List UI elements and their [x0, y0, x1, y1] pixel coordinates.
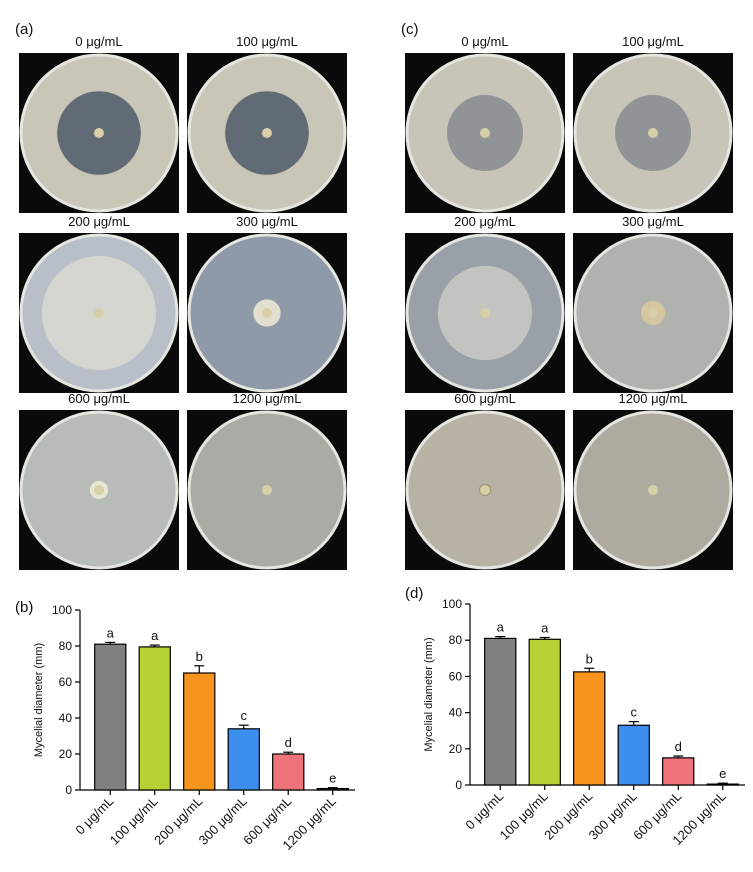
panel-label: (c) — [401, 21, 419, 38]
x-tick-label: 0 μg/mL — [72, 794, 116, 838]
plate-label: 0 μg/mL — [75, 34, 122, 49]
plate-label: 300 μg/mL — [236, 214, 298, 229]
y-tick-label: 40 — [59, 711, 73, 725]
significance-letter: e — [329, 771, 336, 786]
plug — [480, 485, 490, 495]
significance-letter: b — [586, 651, 593, 666]
plate-label: 300 μg/mL — [622, 214, 684, 229]
plate-label: 600 μg/mL — [454, 391, 516, 406]
plug — [262, 308, 272, 318]
plate-label: 200 μg/mL — [454, 214, 516, 229]
plate-label: 200 μg/mL — [68, 214, 130, 229]
y-tick-label: 80 — [59, 639, 73, 653]
plate-label: 100 μg/mL — [236, 34, 298, 49]
plate-label: 1200 μg/mL — [619, 391, 688, 406]
plug — [94, 308, 104, 318]
bar — [94, 643, 127, 791]
bar — [573, 671, 606, 786]
y-tick-label: 0 — [455, 778, 462, 792]
y-tick-label: 0 — [65, 783, 72, 797]
x-tick-label: 0 μg/mL — [462, 789, 506, 833]
y-tick-label: 100 — [442, 597, 462, 611]
bar — [183, 672, 216, 791]
y-tick-label: 60 — [449, 669, 463, 683]
plug — [648, 308, 658, 318]
panel-label: (d) — [405, 585, 423, 602]
significance-letter: a — [541, 620, 549, 635]
bar — [617, 724, 650, 786]
bar — [706, 783, 739, 786]
plug — [648, 128, 658, 138]
bar — [227, 728, 260, 791]
plug — [480, 128, 490, 138]
y-tick-label: 20 — [59, 747, 73, 761]
y-tick-label: 100 — [52, 603, 72, 617]
significance-letter: a — [107, 625, 115, 640]
bar — [272, 753, 305, 791]
significance-letter: a — [497, 620, 505, 635]
significance-letter: b — [196, 649, 203, 664]
y-tick-label: 80 — [449, 633, 463, 647]
plate-label: 1200 μg/mL — [233, 391, 302, 406]
y-tick-label: 60 — [59, 675, 73, 689]
plate-label: 100 μg/mL — [622, 34, 684, 49]
plug — [94, 485, 104, 495]
bar — [316, 787, 349, 791]
significance-letter: c — [631, 705, 638, 720]
y-axis-label: Mycelial diameter (mm) — [423, 637, 435, 751]
y-tick-label: 40 — [449, 706, 463, 720]
plug — [262, 128, 272, 138]
y-axis-label: Mycelial diameter (mm) — [33, 643, 45, 757]
plug — [94, 128, 104, 138]
bar — [528, 638, 561, 786]
bar — [484, 637, 517, 786]
significance-letter: d — [285, 735, 292, 750]
bar — [138, 646, 171, 791]
plug — [262, 485, 272, 495]
significance-letter: e — [719, 766, 726, 781]
significance-letter: a — [151, 628, 159, 643]
significance-letter: c — [241, 708, 248, 723]
bar — [662, 757, 695, 786]
plug — [480, 308, 490, 318]
significance-letter: d — [675, 739, 682, 754]
plate-label: 600 μg/mL — [68, 391, 130, 406]
y-tick-label: 20 — [449, 742, 463, 756]
plug — [648, 485, 658, 495]
panel-label: (b) — [15, 599, 33, 616]
panel-label: (a) — [15, 21, 33, 38]
plate-label: 0 μg/mL — [461, 34, 508, 49]
